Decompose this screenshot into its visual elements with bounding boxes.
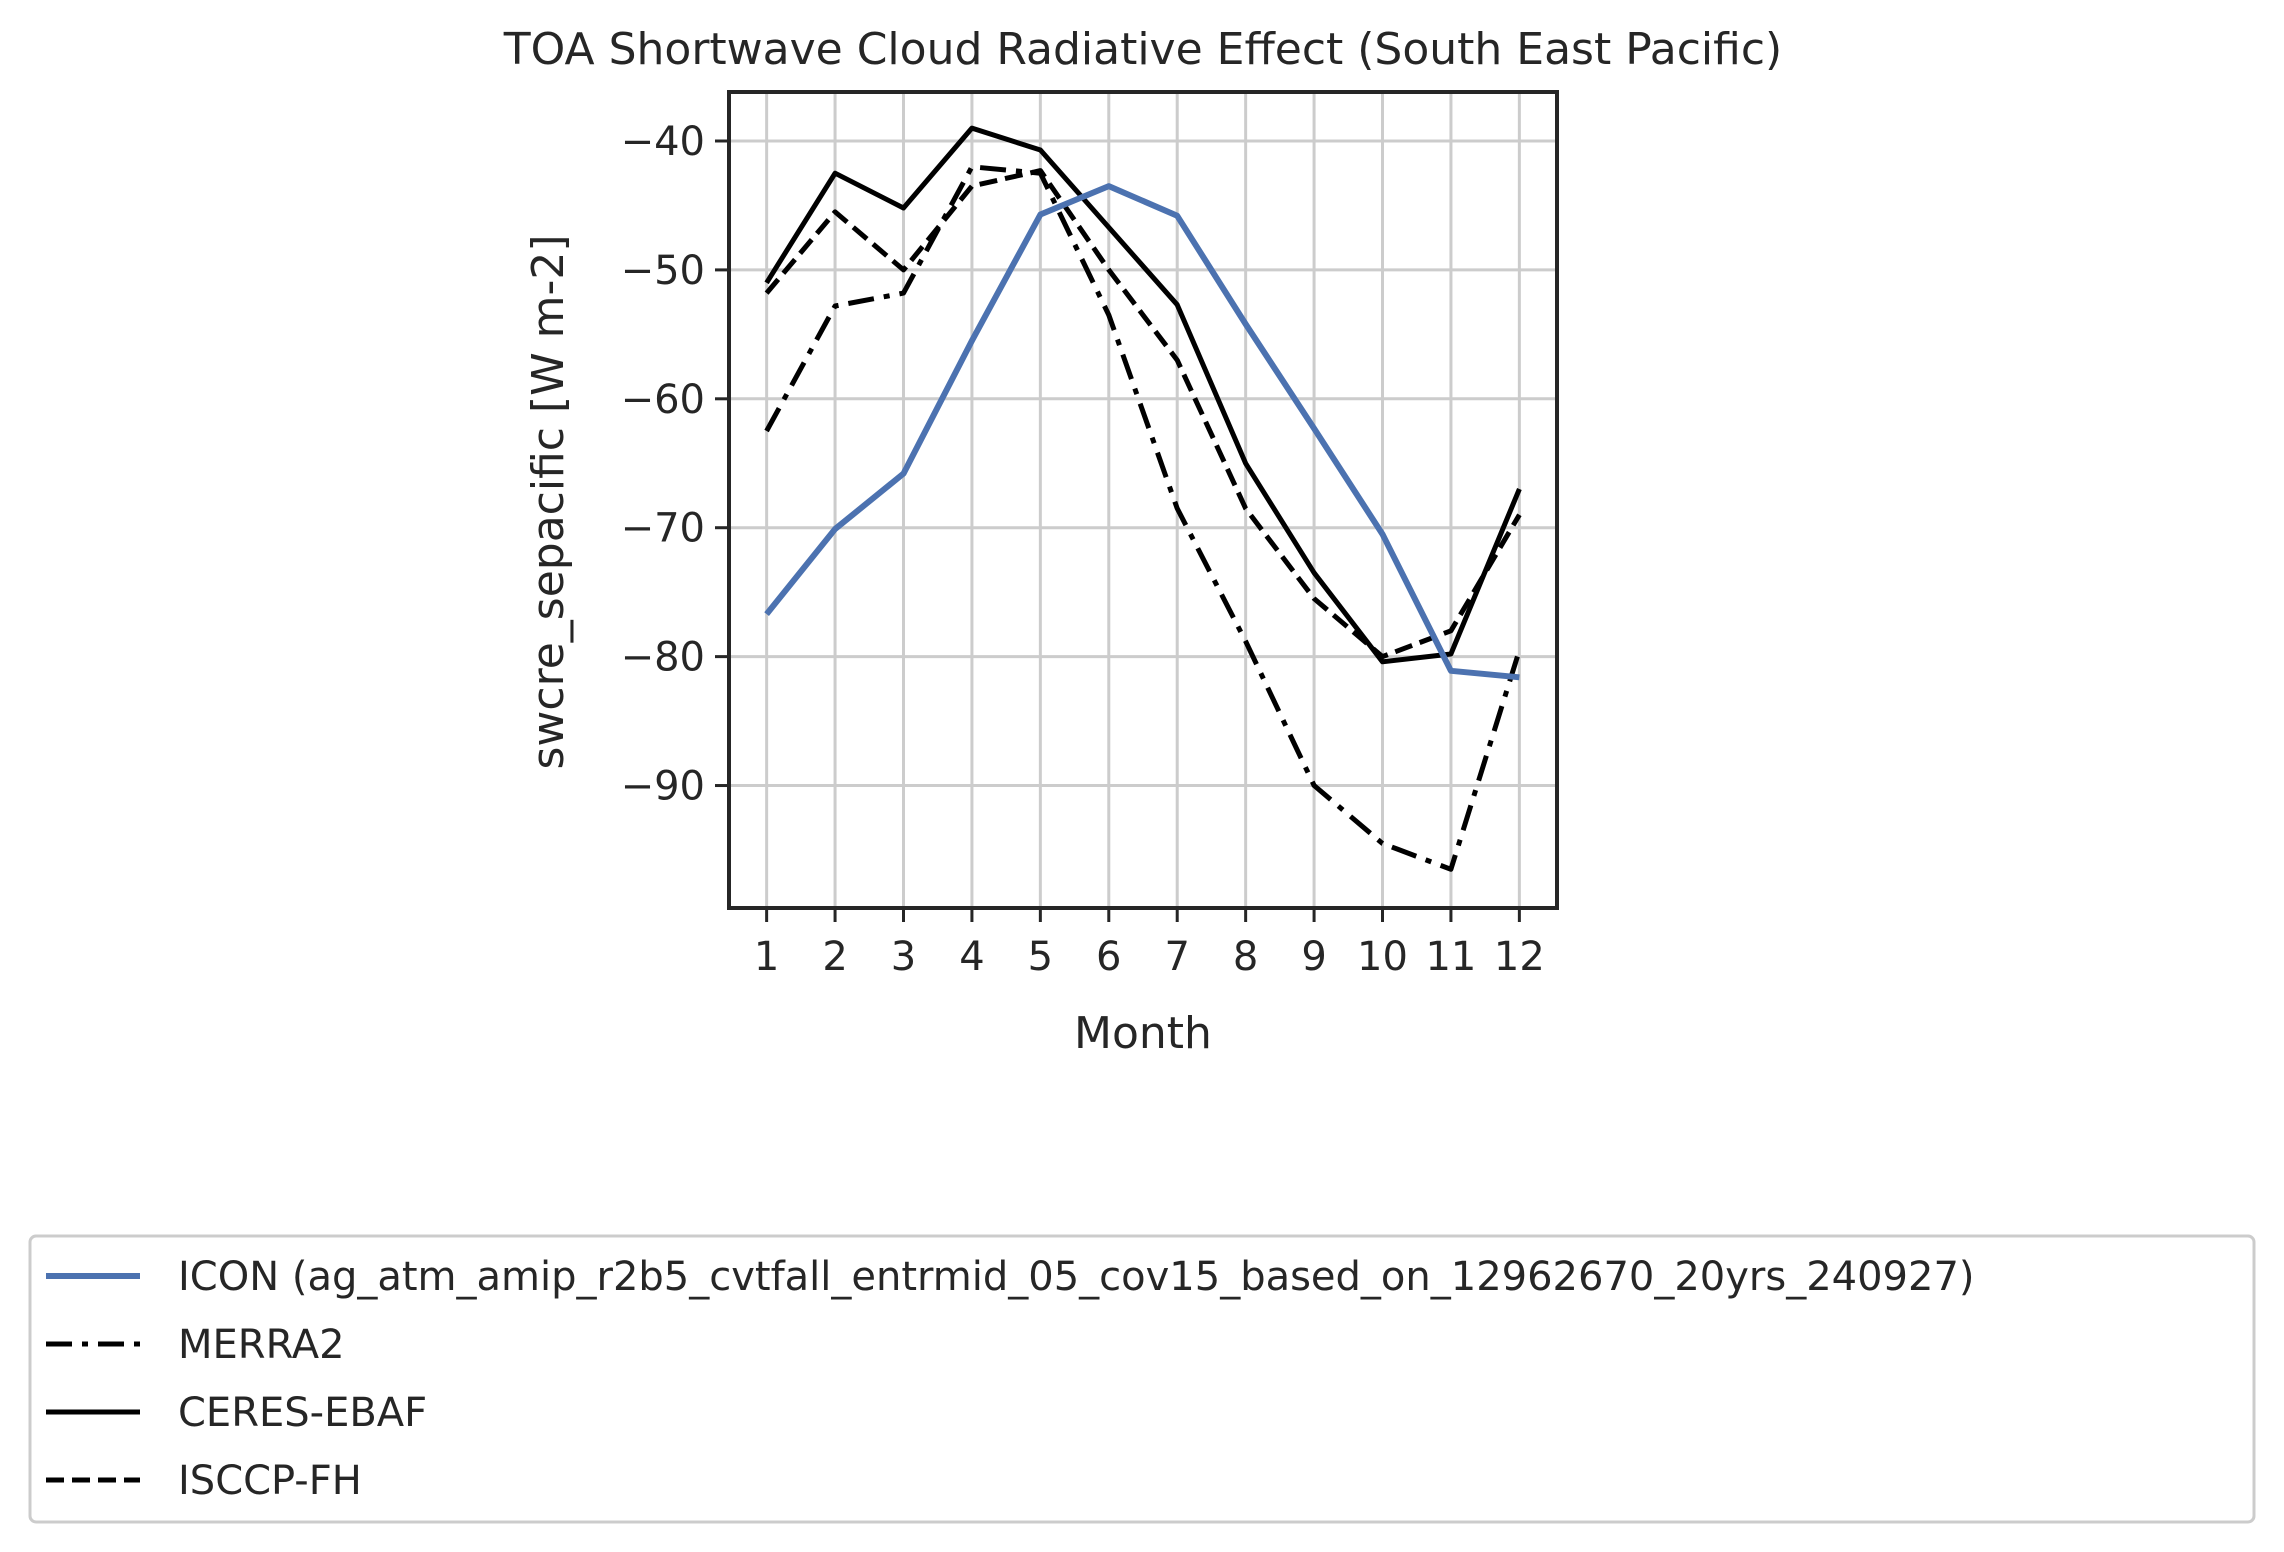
- x-tick-label: 3: [891, 934, 916, 980]
- x-tick-label: 12: [1494, 934, 1545, 980]
- y-tick-label: −70: [621, 506, 705, 552]
- x-tick-label: 7: [1164, 934, 1189, 980]
- legend-label: ICON (ag_atm_amip_r2b5_cvtfall_entrmid_0…: [178, 1254, 1975, 1300]
- y-tick-label: −60: [621, 377, 705, 423]
- series-line-4: [764, 168, 1522, 660]
- x-tick-label: 2: [822, 934, 847, 980]
- legend-label: MERRA2: [178, 1322, 345, 1368]
- x-tick-label: 11: [1425, 934, 1476, 980]
- series-lines: [764, 125, 1522, 872]
- y-axis-ticks: −90 −80 −70 −60 −50 −40: [621, 119, 729, 810]
- x-tick-label: 5: [1028, 934, 1053, 980]
- x-tick-label: 6: [1096, 934, 1121, 980]
- y-tick-label: −40: [621, 119, 705, 165]
- x-tick-label: 9: [1301, 934, 1326, 980]
- x-tick-label: 4: [959, 934, 984, 980]
- legend: ICON (ag_atm_amip_r2b5_cvtfall_entrmid_0…: [28, 1234, 2256, 1524]
- x-tick-label: 8: [1233, 934, 1258, 980]
- y-tick-label: −80: [621, 635, 705, 681]
- x-tick-label: 1: [754, 934, 779, 980]
- series-line-1: [764, 183, 1520, 681]
- y-tick-label: −50: [621, 248, 705, 294]
- grid: [729, 92, 1557, 908]
- chart-title: TOA Shortwave Cloud Radiative Effect (So…: [503, 24, 1782, 75]
- legend-label: CERES-EBAF: [178, 1390, 427, 1436]
- series-line-2: [764, 164, 1522, 872]
- x-axis-ticks: 1 2 3 4 5 6 7 8 9 10 11 12: [754, 908, 1545, 980]
- x-axis-label: Month: [1074, 1008, 1212, 1059]
- legend-frame: [28, 1234, 2256, 1524]
- x-tick-label: 10: [1357, 934, 1408, 980]
- y-tick-label: −90: [621, 764, 705, 810]
- y-axis-label: swcre_sepacific [W m-2]: [523, 234, 574, 769]
- plot-frame: [727, 90, 1559, 910]
- series-line-3: [764, 125, 1522, 665]
- legend-label: ISCCP-FH: [178, 1458, 362, 1504]
